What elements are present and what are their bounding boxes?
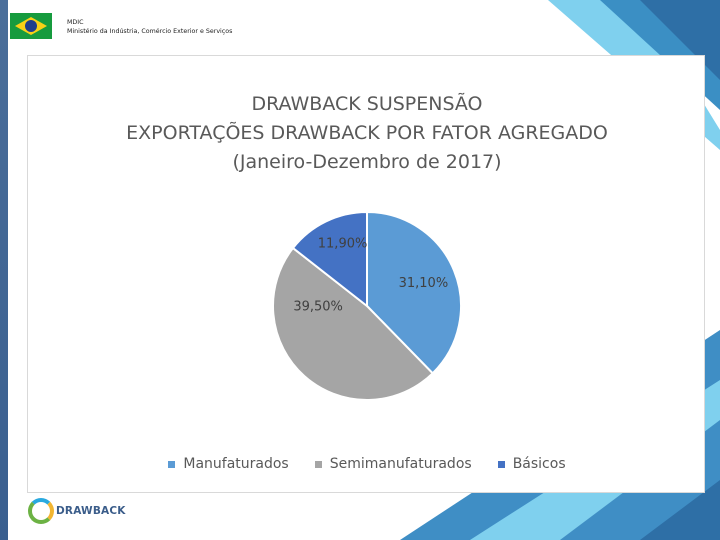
chart-title-line-3: (Janeiro-Dezembro de 2017) [232, 151, 502, 173]
legend-label: Básicos [512, 456, 566, 472]
pie-data-label: 11,90% [318, 237, 368, 252]
ministry-full-name: Ministério da Indústria, Comércio Exteri… [67, 28, 233, 35]
pie-data-label: 39,50% [293, 300, 343, 315]
chart-container: DRAWBACK SUSPENSÃO EXPORTAÇÕES DRAWBACK … [27, 55, 705, 493]
brazil-flag-icon [10, 13, 52, 39]
pie-slice-básicos [291, 210, 368, 309]
drawback-logo-icon [28, 498, 54, 524]
legend-item-semimanufaturados: Semimanufaturados [314, 456, 472, 472]
legend-label: Semimanufaturados [329, 456, 472, 472]
legend-label: Manufaturados [183, 456, 289, 472]
legend-swatch [168, 460, 176, 468]
left-accent-bar [0, 0, 8, 540]
legend-swatch [314, 460, 322, 468]
ministry-acronym: MDIC [67, 19, 84, 26]
pie-data-label: 31,10% [399, 276, 449, 291]
drawback-logo-text: DRAWBACK [56, 505, 126, 517]
chart-title-line-2: EXPORTAÇÕES DRAWBACK POR FATOR AGREGADO [126, 122, 608, 144]
legend-swatch [497, 460, 505, 468]
legend-item-manufaturados: Manufaturados [168, 456, 289, 472]
chart-legend: Manufaturados Semimanufaturados Básicos [28, 456, 706, 472]
pie-slice-manufaturados [366, 210, 462, 375]
ministry-label: MDIC Ministério da Indústria, Comércio E… [67, 18, 232, 36]
pie-chart: 31,10% 39,50% 11,90% [272, 210, 462, 401]
legend-item-basicos: Básicos [497, 456, 566, 472]
drawback-logo: DRAWBACK [28, 498, 128, 528]
chart-title-line-1: DRAWBACK SUSPENSÃO [251, 93, 483, 115]
pie-slice-semimanufaturados [272, 246, 435, 401]
